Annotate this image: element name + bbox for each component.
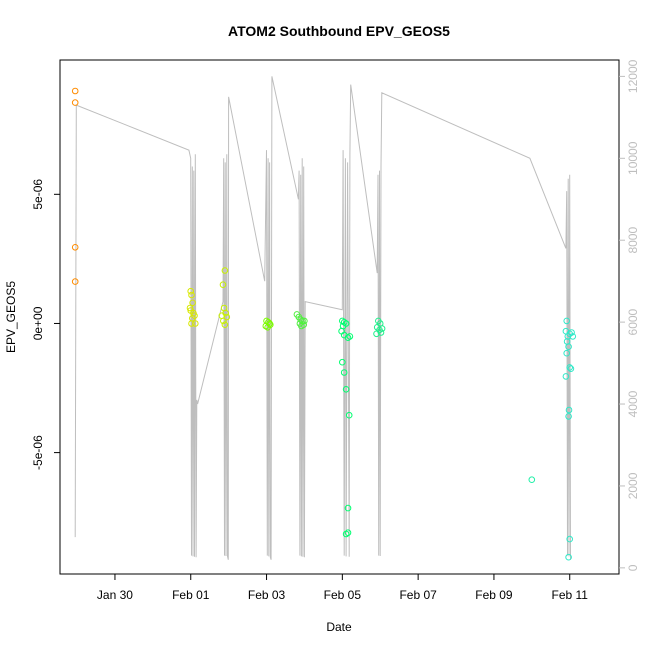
data-point	[342, 386, 350, 393]
data-point	[373, 330, 380, 338]
x-tick-label: Feb 11	[551, 588, 588, 602]
data-point	[340, 318, 348, 326]
y2-tick-label: 12000	[626, 59, 640, 93]
data-point	[565, 343, 572, 351]
plot-frame	[59, 59, 620, 575]
data-point	[71, 278, 79, 285]
data-point	[567, 365, 575, 373]
x-tick-label: Jan 30	[97, 588, 133, 602]
x-axis: Jan 30 Feb 01 Feb 03 Feb 05 Feb 07 Feb 09 Feb …	[97, 574, 588, 602]
data-point	[377, 329, 385, 336]
data-point	[565, 553, 572, 561]
y2-tick-label: 4000	[626, 390, 640, 417]
x-tick-label: Feb 07	[399, 588, 437, 602]
data-point	[339, 358, 346, 366]
data-point	[566, 535, 574, 543]
data-point	[71, 99, 79, 106]
altitude-line	[74, 76, 571, 560]
data-point	[298, 322, 305, 330]
data-point	[188, 291, 195, 299]
data-point	[344, 529, 352, 537]
data-point	[297, 316, 305, 323]
x-tick-label: Feb 09	[475, 588, 513, 602]
data-point	[186, 304, 194, 312]
data-point	[345, 411, 353, 419]
data-point	[563, 349, 571, 357]
x-axis-label: Date	[326, 620, 352, 634]
data-point	[342, 530, 350, 538]
data-point	[223, 313, 231, 321]
y-tick-label: 0e+00	[31, 306, 45, 340]
data-point	[340, 369, 348, 376]
y-axis-label: EPV_GEOS5	[4, 281, 18, 353]
data-point	[565, 406, 573, 414]
y-tick-label: 5e-06	[31, 179, 45, 210]
y2-tick-label: 2000	[626, 472, 640, 499]
data-point	[71, 244, 79, 251]
y2-tick-label: 8000	[626, 227, 640, 254]
y2-tick-label: 10000	[626, 141, 640, 175]
data-point	[71, 87, 79, 95]
data-point	[563, 317, 571, 325]
data-point	[192, 320, 199, 327]
data-point	[568, 329, 575, 336]
data-points	[71, 87, 577, 561]
data-point	[264, 324, 272, 331]
data-point	[187, 287, 194, 295]
data-point	[301, 317, 308, 325]
y2-tick-label: 6000	[626, 308, 640, 335]
y2-tick-label: 0	[626, 564, 640, 571]
x-tick-label: Feb 03	[248, 588, 286, 602]
data-point	[346, 333, 354, 340]
y-tick-label: -5e-06	[31, 435, 45, 470]
data-point	[221, 321, 229, 329]
data-point	[221, 267, 229, 274]
data-point	[569, 333, 577, 340]
data-point	[219, 281, 227, 289]
data-point	[378, 325, 386, 332]
x-tick-label: Feb 01	[172, 588, 210, 602]
data-point	[344, 334, 352, 342]
y-axis-right: 0 2000 4000 6000 8000 10000 12000	[619, 59, 640, 571]
data-point	[266, 320, 273, 327]
data-point	[566, 364, 574, 371]
data-point	[220, 317, 227, 325]
data-point	[344, 504, 352, 512]
data-point	[188, 320, 195, 327]
altitude-series-line	[74, 76, 571, 560]
data-point	[189, 299, 196, 307]
x-tick-label: Feb 05	[324, 588, 362, 602]
chart-title: ATOM2 Southbound EPV_GEOS5	[228, 23, 450, 39]
y-axis-left: -5e-06 0e+00 5e-06	[31, 179, 60, 470]
data-point	[562, 373, 570, 380]
data-point	[528, 476, 536, 484]
data-point	[565, 413, 572, 420]
